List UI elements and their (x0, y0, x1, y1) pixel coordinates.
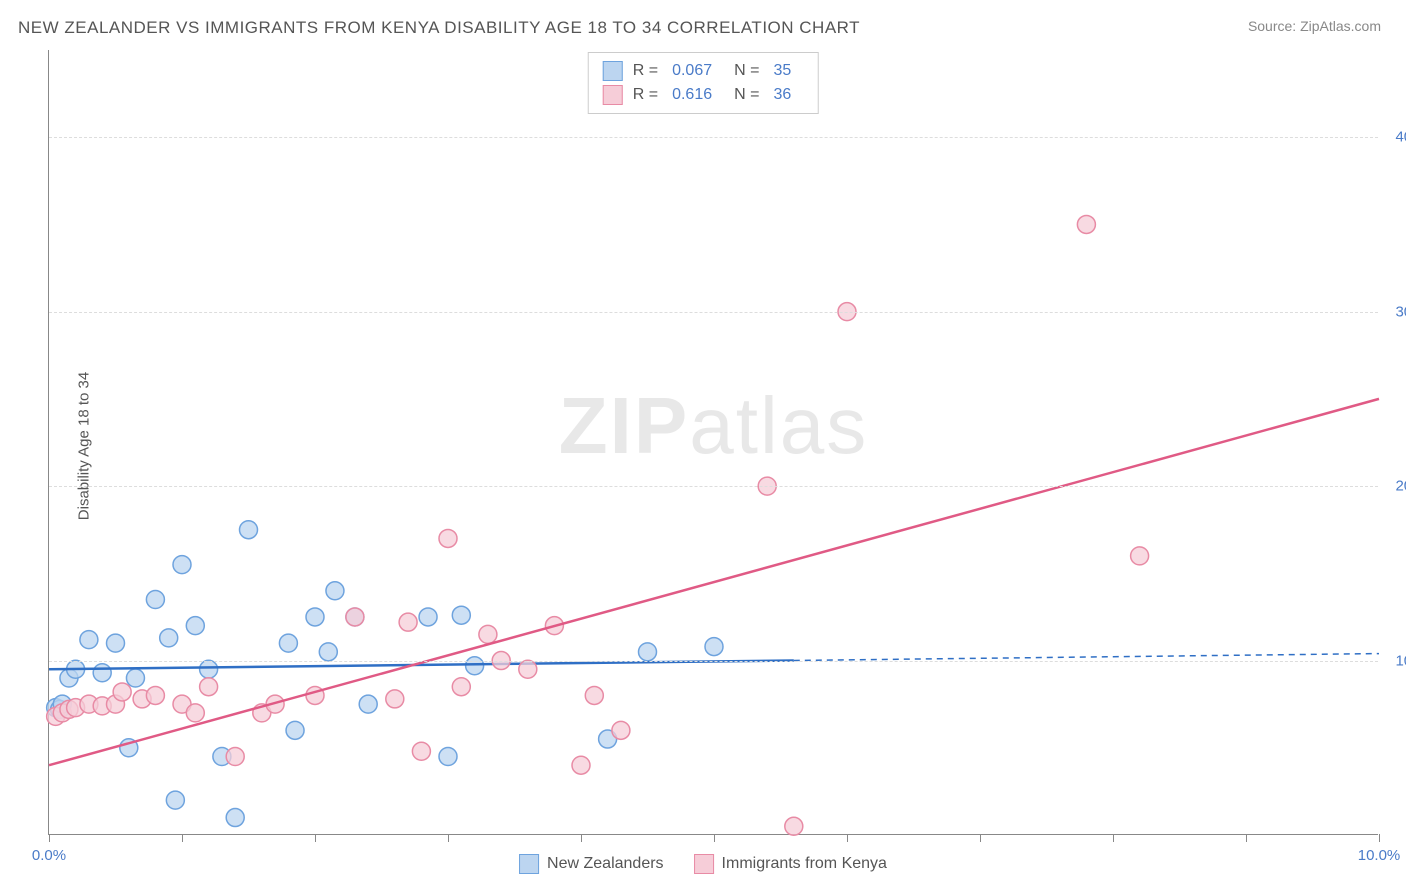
legend-correlation: R = 0.067 N = 35 R = 0.616 N = 36 (588, 52, 819, 114)
x-tick (1113, 834, 1114, 842)
data-point (126, 669, 144, 687)
data-point (479, 625, 497, 643)
x-tick (980, 834, 981, 842)
y-tick-label: 10.0% (1395, 652, 1406, 669)
data-point (359, 695, 377, 713)
data-point (319, 643, 337, 661)
data-point (705, 638, 723, 656)
legend-correlation-row: R = 0.616 N = 36 (603, 83, 804, 107)
legend-r-value: 0.616 (672, 86, 712, 104)
legend-n-value: 35 (773, 62, 791, 80)
data-point (399, 613, 417, 631)
legend-series-label: Immigrants from Kenya (722, 855, 887, 873)
legend-n-label: N = (734, 62, 759, 80)
data-point (226, 748, 244, 766)
data-point (452, 606, 470, 624)
x-tick (1379, 834, 1380, 842)
legend-correlation-row: R = 0.067 N = 35 (603, 59, 804, 83)
x-tick (49, 834, 50, 842)
data-point (226, 809, 244, 827)
legend-swatch (694, 854, 714, 874)
data-point (240, 521, 258, 539)
x-tick-label: 0.0% (32, 847, 66, 864)
x-tick (1246, 834, 1247, 842)
data-point (200, 660, 218, 678)
data-point (146, 686, 164, 704)
data-point (346, 608, 364, 626)
data-point (585, 686, 603, 704)
data-point (160, 629, 178, 647)
plot-svg (49, 50, 1378, 834)
data-point (80, 631, 98, 649)
data-point (639, 643, 657, 661)
data-point (173, 556, 191, 574)
data-point (612, 721, 630, 739)
data-point (286, 721, 304, 739)
legend-n-label: N = (734, 86, 759, 104)
gridline (49, 661, 1378, 662)
legend-r-label: R = (633, 62, 658, 80)
data-point (785, 817, 803, 835)
plot-area: ZIPatlas 10.0%20.0%30.0%40.0%0.0%10.0% (48, 50, 1378, 835)
gridline (49, 486, 1378, 487)
x-tick (714, 834, 715, 842)
data-point (186, 704, 204, 722)
x-tick (315, 834, 316, 842)
legend-series-label: New Zealanders (547, 855, 664, 873)
data-point (93, 664, 111, 682)
data-point (306, 608, 324, 626)
y-tick-label: 30.0% (1395, 303, 1406, 320)
data-point (572, 756, 590, 774)
data-point (439, 748, 457, 766)
x-tick (182, 834, 183, 842)
data-point (279, 634, 297, 652)
legend-series-item: New Zealanders (519, 854, 664, 874)
x-tick (847, 834, 848, 842)
legend-swatch (603, 85, 623, 105)
data-point (113, 683, 131, 701)
regression-line (49, 399, 1379, 765)
legend-r-value: 0.067 (672, 62, 712, 80)
chart-container: NEW ZEALANDER VS IMMIGRANTS FROM KENYA D… (0, 0, 1406, 892)
legend-swatch (519, 854, 539, 874)
y-tick-label: 20.0% (1395, 478, 1406, 495)
data-point (1077, 215, 1095, 233)
data-point (186, 617, 204, 635)
chart-title: NEW ZEALANDER VS IMMIGRANTS FROM KENYA D… (18, 18, 860, 38)
data-point (166, 791, 184, 809)
gridline (49, 137, 1378, 138)
y-tick-label: 40.0% (1395, 129, 1406, 146)
legend-n-value: 36 (773, 86, 791, 104)
data-point (412, 742, 430, 760)
legend-r-label: R = (633, 86, 658, 104)
regression-line-extrapolated (794, 654, 1379, 661)
data-point (107, 634, 125, 652)
data-point (419, 608, 437, 626)
source-attribution: Source: ZipAtlas.com (1248, 18, 1381, 34)
x-tick (581, 834, 582, 842)
legend-series: New Zealanders Immigrants from Kenya (519, 854, 887, 874)
x-tick (448, 834, 449, 842)
legend-swatch (603, 61, 623, 81)
data-point (519, 660, 537, 678)
x-tick-label: 10.0% (1358, 847, 1401, 864)
data-point (1131, 547, 1149, 565)
data-point (466, 657, 484, 675)
legend-series-item: Immigrants from Kenya (694, 854, 887, 874)
data-point (439, 529, 457, 547)
data-point (146, 591, 164, 609)
data-point (452, 678, 470, 696)
data-point (326, 582, 344, 600)
data-point (386, 690, 404, 708)
data-point (200, 678, 218, 696)
gridline (49, 312, 1378, 313)
